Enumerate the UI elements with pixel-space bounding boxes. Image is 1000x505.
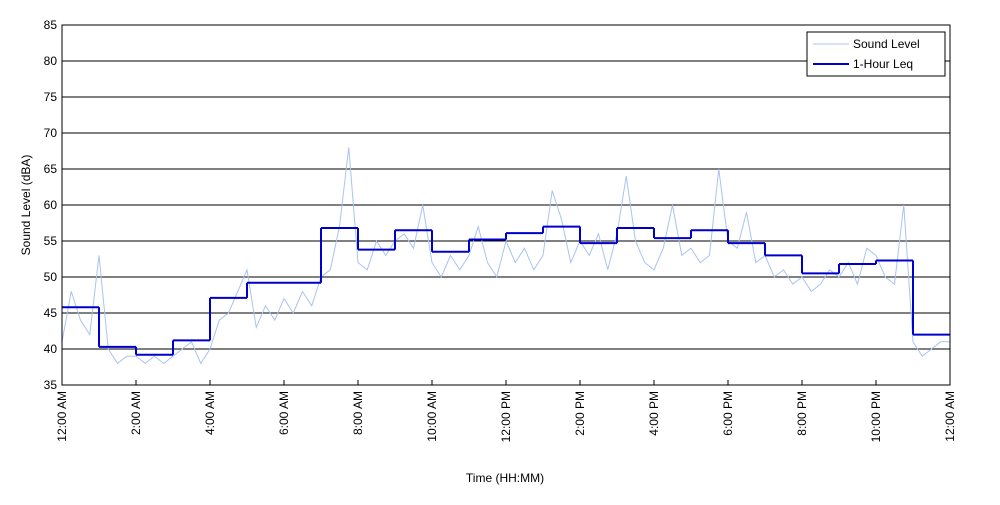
x-tick-label: 10:00 AM <box>425 391 439 442</box>
y-tick-label: 35 <box>44 378 58 392</box>
plot-frame <box>61 24 951 386</box>
y-tick-label: 75 <box>44 90 58 104</box>
legend-label: Sound Level <box>853 37 920 51</box>
x-tick-label: 2:00 AM <box>129 391 143 435</box>
x-tick-label: 6:00 AM <box>277 391 291 435</box>
x-tick-label: 12:00 AM <box>55 391 69 442</box>
y-tick-label: 55 <box>44 234 58 248</box>
x-tick-label: 8:00 AM <box>351 391 365 435</box>
x-tick-label: 10:00 PM <box>869 391 883 442</box>
y-axis-label: Sound Level (dBA) <box>19 155 33 256</box>
x-tick-label: 12:00 PM <box>499 391 513 442</box>
y-tick-label: 40 <box>44 342 58 356</box>
x-axis-label: Time (HH:MM) <box>466 471 544 485</box>
x-tick-label: 4:00 PM <box>647 391 661 436</box>
y-tick-label: 70 <box>44 126 58 140</box>
y-tick-label: 85 <box>44 18 58 32</box>
y-tick-label: 60 <box>44 198 58 212</box>
legend-label: 1-Hour Leq <box>853 57 913 71</box>
legend-box <box>806 31 946 77</box>
sound-level-line <box>61 147 950 365</box>
x-tick-label: 2:00 PM <box>573 391 587 436</box>
x-tick-label: 4:00 AM <box>203 391 217 435</box>
y-tick-label: 80 <box>44 54 58 68</box>
y-tick-label: 65 <box>44 162 58 176</box>
y-tick-label: 45 <box>44 306 58 320</box>
x-tick-label: 6:00 PM <box>721 391 735 436</box>
x-tick-label: 8:00 PM <box>795 391 809 436</box>
y-tick-label: 50 <box>44 270 58 284</box>
x-tick-label: 12:00 AM <box>943 391 957 442</box>
